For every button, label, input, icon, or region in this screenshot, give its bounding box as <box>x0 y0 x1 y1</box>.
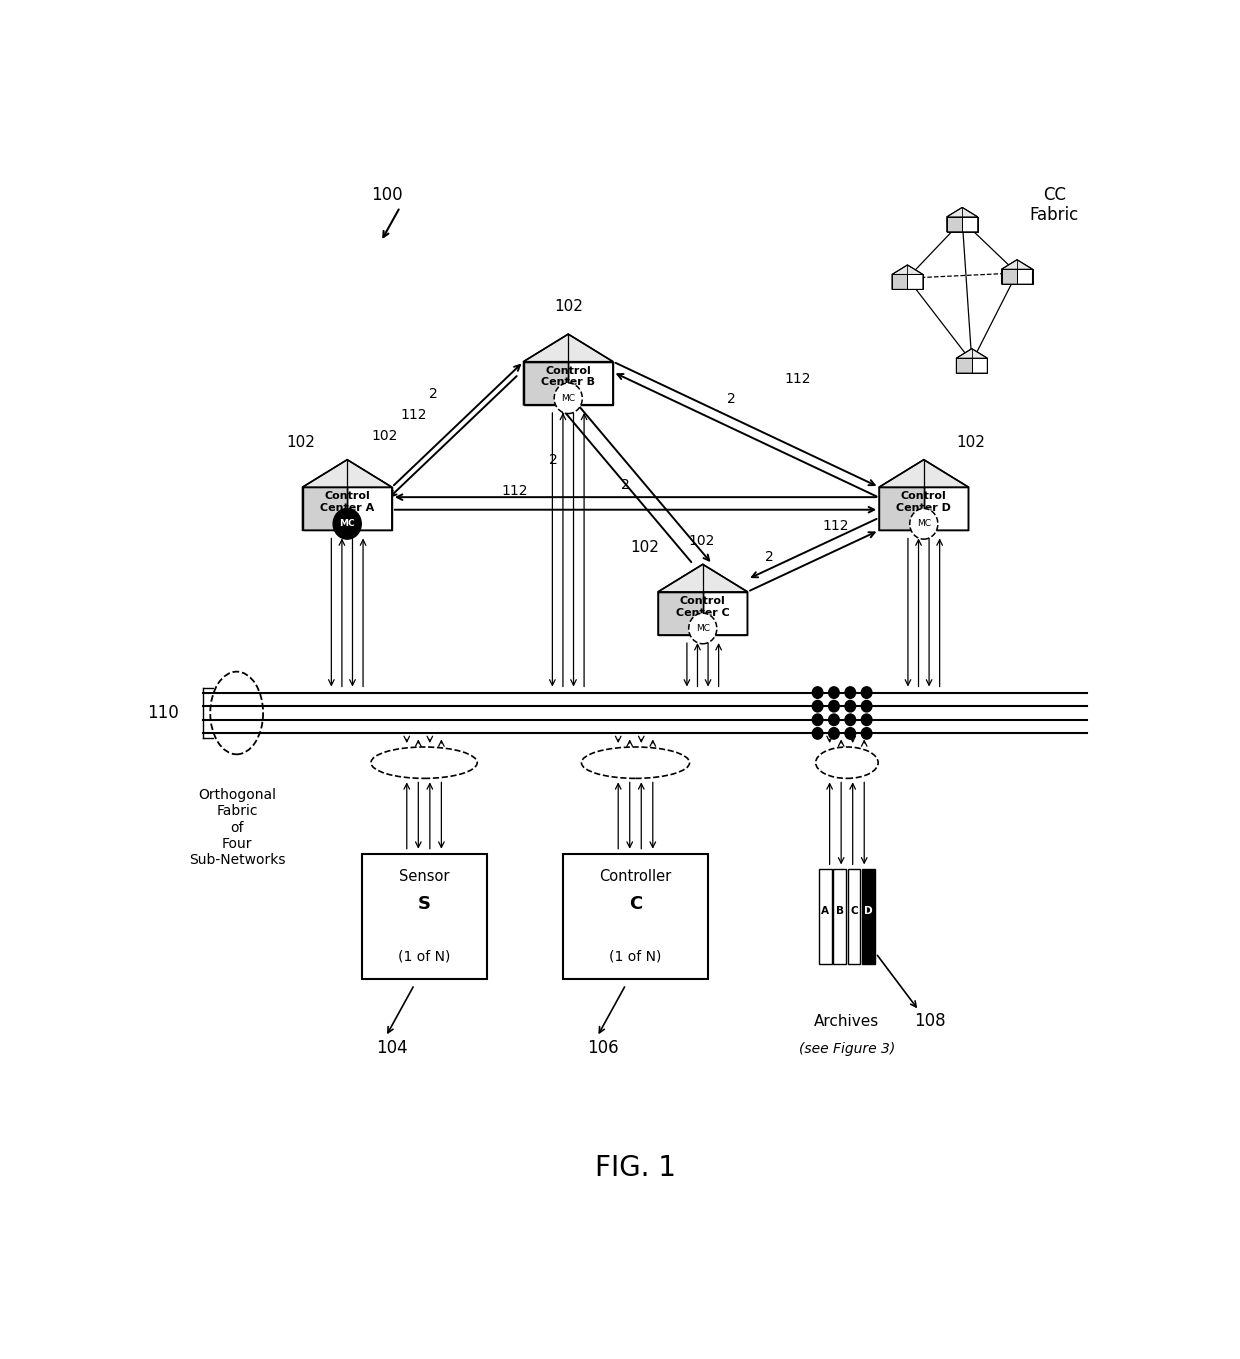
Polygon shape <box>658 591 703 635</box>
Text: 102: 102 <box>286 435 315 450</box>
Text: 2: 2 <box>727 393 735 406</box>
Text: Control
Center A: Control Center A <box>320 492 374 514</box>
Polygon shape <box>962 217 977 232</box>
Text: C: C <box>851 906 858 916</box>
Text: 102: 102 <box>371 429 398 443</box>
Circle shape <box>688 613 717 644</box>
Text: 104: 104 <box>376 1038 408 1056</box>
Text: 112: 112 <box>785 371 811 386</box>
Text: 108: 108 <box>914 1012 946 1030</box>
Text: 102: 102 <box>688 534 714 548</box>
Text: MC: MC <box>340 519 355 529</box>
Circle shape <box>862 686 872 699</box>
Text: S: S <box>418 896 430 913</box>
Polygon shape <box>879 459 968 487</box>
Circle shape <box>862 700 872 712</box>
Polygon shape <box>879 487 924 530</box>
Text: Control
Center C: Control Center C <box>676 597 729 618</box>
Circle shape <box>844 727 856 739</box>
Circle shape <box>844 700 856 712</box>
Text: 2: 2 <box>765 550 774 564</box>
Circle shape <box>844 686 856 699</box>
Text: (1 of N): (1 of N) <box>398 950 450 964</box>
Text: 102: 102 <box>554 299 583 314</box>
Polygon shape <box>908 275 923 289</box>
Text: 112: 112 <box>501 484 527 497</box>
Text: (see Figure 3): (see Figure 3) <box>799 1041 895 1056</box>
Circle shape <box>862 713 872 726</box>
Polygon shape <box>892 265 923 275</box>
Text: 112: 112 <box>823 519 849 533</box>
Text: Controller: Controller <box>599 870 672 885</box>
Text: Orthogonal
Fabric
of
Four
Sub-Networks: Orthogonal Fabric of Four Sub-Networks <box>188 788 285 867</box>
Bar <box>862 870 874 964</box>
Text: MC: MC <box>562 394 575 402</box>
Text: 2: 2 <box>429 387 438 401</box>
Bar <box>848 870 861 964</box>
Text: Sensor: Sensor <box>399 870 449 885</box>
Polygon shape <box>303 459 392 487</box>
Text: (1 of N): (1 of N) <box>609 950 662 964</box>
FancyBboxPatch shape <box>362 853 486 980</box>
Polygon shape <box>1002 269 1017 284</box>
Circle shape <box>828 727 839 739</box>
Circle shape <box>828 700 839 712</box>
Polygon shape <box>703 591 748 635</box>
Text: Control
Center B: Control Center B <box>541 366 595 387</box>
Polygon shape <box>303 487 347 530</box>
Text: MC: MC <box>916 519 931 529</box>
Polygon shape <box>1017 269 1033 284</box>
Polygon shape <box>523 334 613 361</box>
Text: 110: 110 <box>146 704 179 722</box>
Text: Control
Center D: Control Center D <box>897 492 951 514</box>
Polygon shape <box>658 564 748 591</box>
Text: D: D <box>864 906 873 916</box>
Text: 102: 102 <box>631 540 660 554</box>
Polygon shape <box>568 361 613 405</box>
Circle shape <box>554 383 583 413</box>
Text: 112: 112 <box>401 408 427 423</box>
Circle shape <box>334 508 361 540</box>
Circle shape <box>812 727 823 739</box>
Polygon shape <box>924 487 968 530</box>
Text: 106: 106 <box>588 1038 619 1056</box>
Text: C: C <box>629 896 642 913</box>
Circle shape <box>828 713 839 726</box>
Text: 2: 2 <box>621 478 630 492</box>
Bar <box>820 870 832 964</box>
Circle shape <box>862 727 872 739</box>
Text: CC
Fabric: CC Fabric <box>1029 186 1079 224</box>
Polygon shape <box>523 361 568 405</box>
Text: FIG. 1: FIG. 1 <box>595 1154 676 1182</box>
Text: 2: 2 <box>549 453 558 466</box>
Polygon shape <box>1002 260 1033 269</box>
Text: A: A <box>821 906 830 916</box>
Text: 100: 100 <box>371 186 403 204</box>
Polygon shape <box>347 487 392 530</box>
Polygon shape <box>956 359 972 374</box>
Polygon shape <box>892 275 908 289</box>
Text: Archives: Archives <box>815 1014 879 1029</box>
Text: MC: MC <box>696 624 709 633</box>
Circle shape <box>828 686 839 699</box>
Circle shape <box>812 686 823 699</box>
Circle shape <box>910 508 937 540</box>
Polygon shape <box>956 349 987 359</box>
Circle shape <box>844 713 856 726</box>
Text: B: B <box>836 906 843 916</box>
Text: 102: 102 <box>956 435 985 450</box>
Polygon shape <box>947 217 962 232</box>
Polygon shape <box>947 208 977 217</box>
Polygon shape <box>972 359 987 374</box>
Circle shape <box>812 700 823 712</box>
FancyBboxPatch shape <box>563 853 708 980</box>
Circle shape <box>812 713 823 726</box>
Bar <box>833 870 846 964</box>
